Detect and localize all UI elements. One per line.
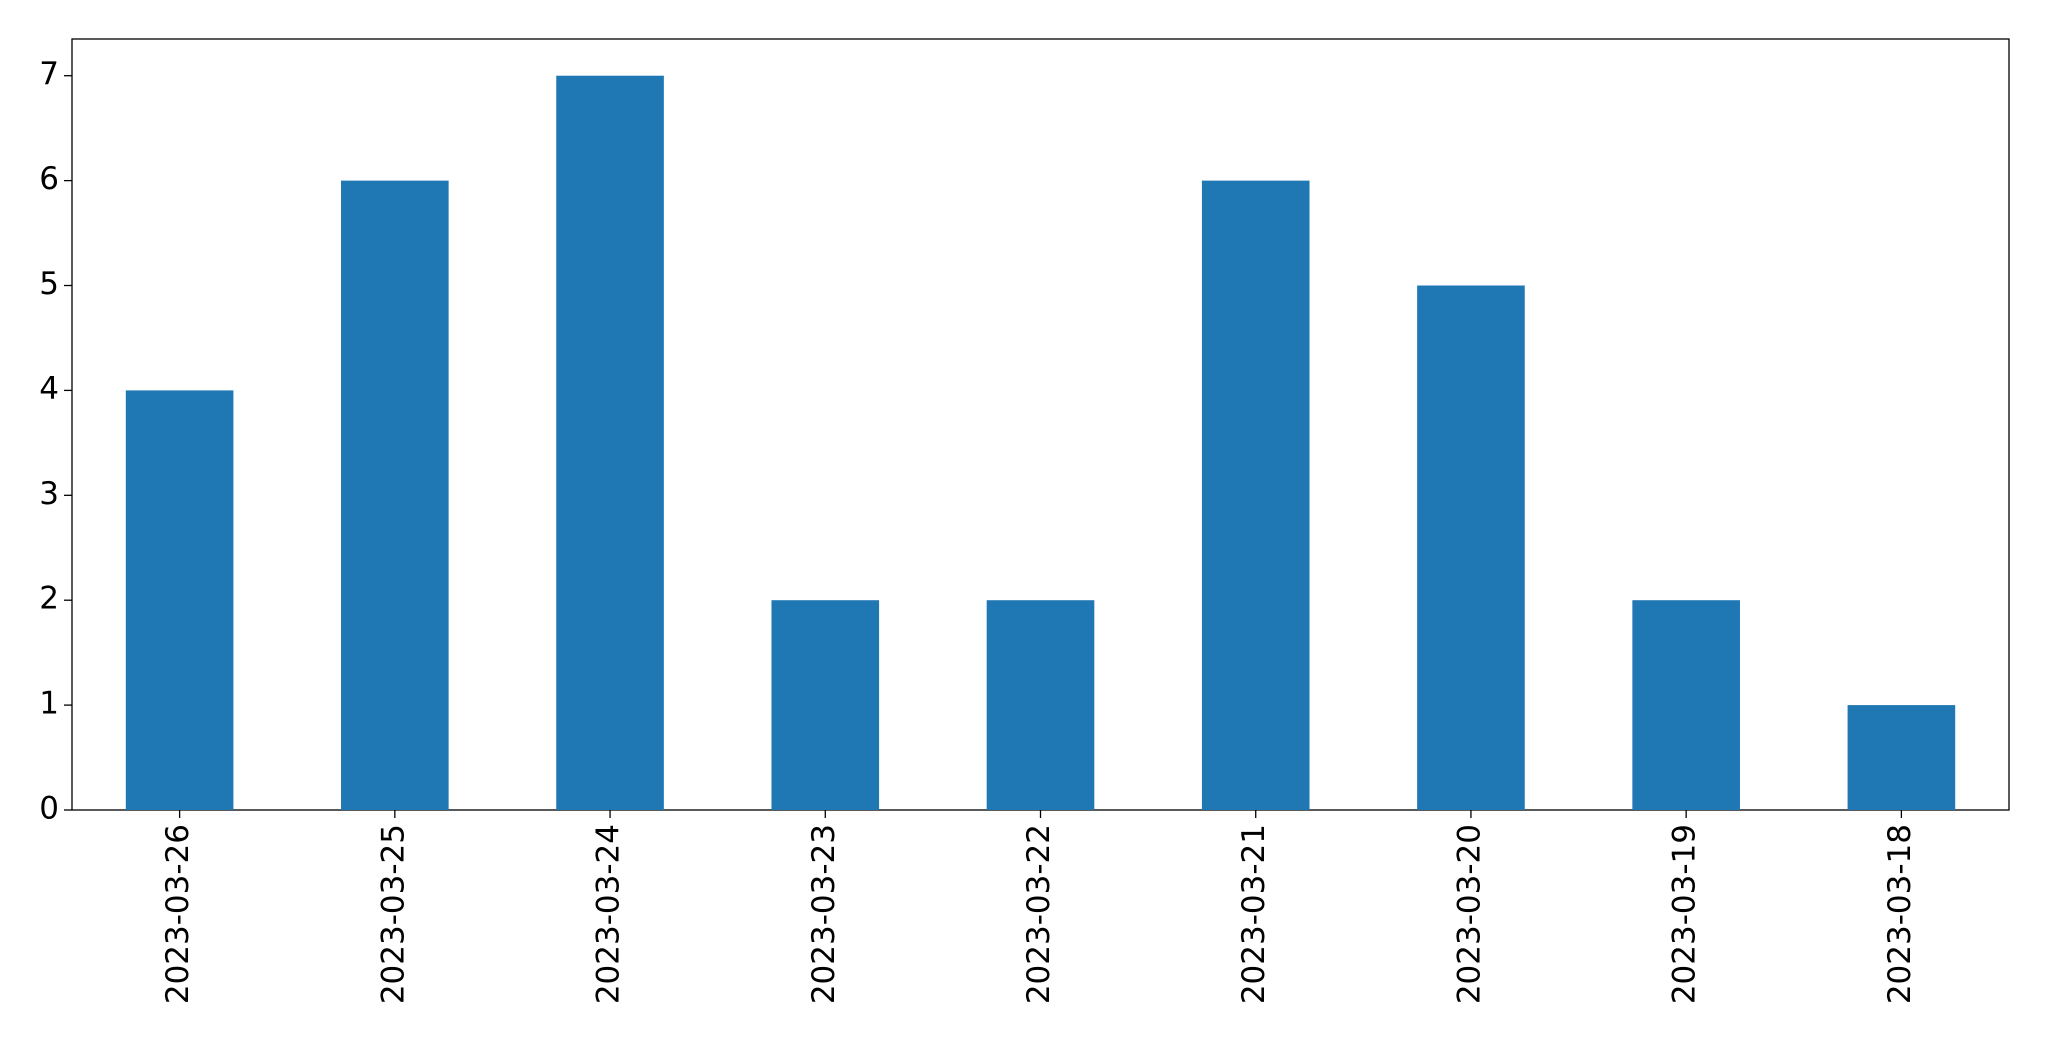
bar [1417,285,1525,810]
y-tick-label: 7 [39,56,59,92]
x-tick-label: 2023-03-22 [1021,824,1057,1004]
bar [125,390,234,810]
x-tick-label: 2023-03-21 [1236,824,1272,1004]
y-tick-label: 4 [39,371,59,407]
x-tick-label: 2023-03-24 [591,824,627,1004]
bar [986,600,1095,810]
y-tick-label: 1 [39,686,59,722]
x-tick-label: 2023-03-23 [806,824,842,1004]
x-tick-label: 2023-03-18 [1882,824,1918,1004]
bar [556,75,664,810]
x-tick-label: 2023-03-20 [1451,824,1487,1004]
bar [1201,180,1310,810]
x-tick-label: 2023-03-25 [375,824,411,1004]
bar [1632,600,1740,810]
x-tick-label: 2023-03-19 [1667,824,1703,1004]
y-tick-label: 3 [39,476,59,512]
y-tick-label: 2 [39,581,59,617]
x-tick-label: 2023-03-26 [160,824,196,1004]
y-tick-label: 6 [39,161,59,197]
y-tick-label: 5 [39,266,59,302]
bar [1847,705,1956,810]
bar [341,180,449,810]
bar [771,600,880,810]
y-tick-label: 0 [39,791,59,827]
